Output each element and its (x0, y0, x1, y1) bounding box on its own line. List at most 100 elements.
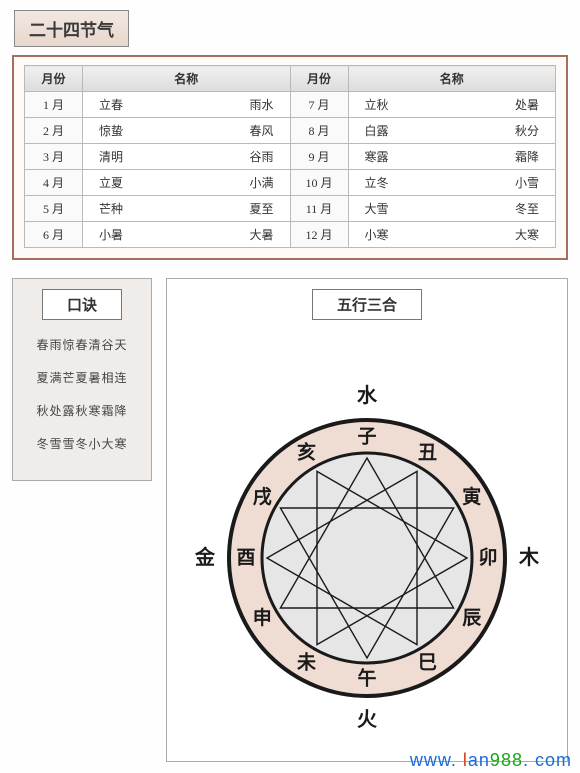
names-cell: 立冬 小雪 (348, 170, 556, 196)
koujue-line: 秋处露秋寒霜降 (23, 402, 141, 419)
wm-char: 9 (490, 750, 501, 770)
zodiac-char: 丑 (418, 443, 437, 464)
term-name: 小雪 (515, 174, 539, 191)
term-name: 冬至 (515, 200, 539, 217)
zodiac-char: 亥 (297, 441, 316, 464)
month-cell: 11 月 (290, 196, 348, 222)
wm-char: w (424, 750, 438, 770)
th-month-left: 月份 (25, 66, 83, 92)
zodiac-char: 戌 (253, 486, 272, 508)
th-month-right: 月份 (290, 66, 348, 92)
term-name: 夏至 (249, 200, 273, 217)
month-cell: 2 月 (25, 118, 83, 144)
wm-char: n (479, 750, 490, 770)
wuxing-sanhe-panel: 五行三合 子丑寅卯辰巳午 未 申 酉 戌 亥 水木火 金 (166, 278, 568, 762)
month-cell: 1 月 (25, 92, 83, 118)
month-cell: 9 月 (290, 144, 348, 170)
term-name: 立春 (99, 96, 123, 113)
term-name: 芒种 (99, 200, 123, 217)
names-cell: 立秋 处暑 (348, 92, 556, 118)
month-cell: 3 月 (25, 144, 83, 170)
term-name: 大暑 (249, 226, 273, 243)
names-cell: 惊蛰春风 (83, 118, 291, 144)
section-title-24-solar-terms: 二十四节气 (14, 10, 129, 47)
wm-char: o (545, 750, 556, 770)
solar-terms-table: 月份 名称 月份 名称 1 月立春 雨水 7 月立秋 处暑 2 月惊蛰春风8 月白露 秋分… (24, 65, 556, 248)
names-cell: 立春 雨水 (83, 92, 291, 118)
koujue-title: 口诀 (42, 289, 122, 320)
month-cell: 8 月 (290, 118, 348, 144)
month-cell: 6 月 (25, 222, 83, 248)
month-cell: 7 月 (290, 92, 348, 118)
table-row: 2 月惊蛰春风8 月白露 秋分 (25, 118, 556, 144)
month-cell: 12 月 (290, 222, 348, 248)
koujue-line: 夏满芒夏暑相连 (23, 369, 141, 386)
term-name: 大雪 (365, 200, 389, 217)
term-name: 立夏 (99, 174, 123, 191)
koujue-line: 冬雪雪冬小大寒 (23, 435, 141, 452)
table-row: 3 月清明 谷雨 9 月寒露霜降 (25, 144, 556, 170)
names-cell: 立夏 小满 (83, 170, 291, 196)
wm-char: m (556, 750, 572, 770)
zodiac-char: 卯 (478, 547, 497, 569)
table-header-row: 月份 名称 月份 名称 (25, 66, 556, 92)
term-name: 立秋 (365, 96, 389, 113)
names-cell: 清明 谷雨 (83, 144, 291, 170)
names-cell: 白露 秋分 (348, 118, 556, 144)
watermark: www. lan988. com (410, 750, 572, 771)
names-cell: 大雪 冬至 (348, 196, 556, 222)
wm-char: w (438, 750, 451, 770)
term-name: 小满 (249, 174, 273, 191)
term-name: 小暑 (99, 226, 123, 243)
koujue-line: 春雨惊春清谷天 (23, 336, 141, 353)
term-name: 立冬 (365, 174, 389, 191)
month-cell: 5 月 (25, 196, 83, 222)
wuxing-diagram: 子丑寅卯辰巳午 未 申 酉 戌 亥 水木火 金 (177, 330, 557, 750)
wm-char: 8 (512, 750, 523, 770)
table-row: 1 月立春 雨水 7 月立秋 处暑 (25, 92, 556, 118)
wm-char: w (410, 750, 424, 770)
zodiac-char: 子 (357, 427, 376, 448)
zodiac-char: 未 (296, 650, 316, 673)
table-row: 4 月立夏 小满 10 月立冬 小雪 (25, 170, 556, 196)
term-name: 白露 (365, 122, 389, 139)
koujue-panel: 口诀 春雨惊春清谷天夏满芒夏暑相连秋处露秋寒霜降冬雪雪冬小大寒 (12, 278, 152, 481)
lower-row: 口诀 春雨惊春清谷天夏满芒夏暑相连秋处露秋寒霜降冬雪雪冬小大寒 五行三合 子丑寅… (12, 278, 568, 762)
term-name: 清明 (99, 148, 123, 165)
element-label: 水 (357, 384, 378, 407)
zodiac-char: 寅 (462, 485, 481, 508)
wm-char: c (535, 750, 545, 770)
names-cell: 小暑 大暑 (83, 222, 291, 248)
zodiac-char: 申 (253, 606, 272, 629)
term-name: 雨水 (249, 96, 273, 113)
element-label: 金 (194, 545, 216, 569)
th-name-left: 名称 (83, 66, 291, 92)
term-name: 惊蛰 (99, 122, 123, 139)
table-row: 5 月芒种 夏至 11 月大雪 冬至 (25, 196, 556, 222)
wm-char: . (451, 750, 463, 770)
zodiac-char: 巳 (418, 652, 437, 673)
wm-char: a (468, 750, 479, 770)
term-name: 谷雨 (249, 148, 273, 165)
month-cell: 10 月 (290, 170, 348, 196)
term-name: 处暑 (515, 96, 539, 113)
term-name: 霜降 (515, 148, 539, 165)
zodiac-char: 酉 (236, 548, 255, 569)
term-name: 秋分 (515, 122, 539, 139)
names-cell: 小寒 大寒 (348, 222, 556, 248)
wm-char: . (523, 750, 535, 770)
zodiac-char: 午 (357, 667, 376, 690)
th-name-right: 名称 (348, 66, 556, 92)
term-name: 大寒 (515, 226, 539, 243)
names-cell: 寒露霜降 (348, 144, 556, 170)
element-label: 木 (518, 545, 540, 569)
names-cell: 芒种 夏至 (83, 196, 291, 222)
term-name: 小寒 (365, 226, 389, 243)
wm-char: 8 (501, 750, 512, 770)
solar-terms-table-container: 月份 名称 月份 名称 1 月立春 雨水 7 月立秋 处暑 2 月惊蛰春风8 月白露 秋分… (12, 55, 568, 260)
zodiac-char: 辰 (462, 608, 482, 629)
element-label: 火 (357, 708, 378, 731)
wuxing-title: 五行三合 (312, 289, 422, 320)
month-cell: 4 月 (25, 170, 83, 196)
table-row: 6 月小暑 大暑 12 月小寒 大寒 (25, 222, 556, 248)
